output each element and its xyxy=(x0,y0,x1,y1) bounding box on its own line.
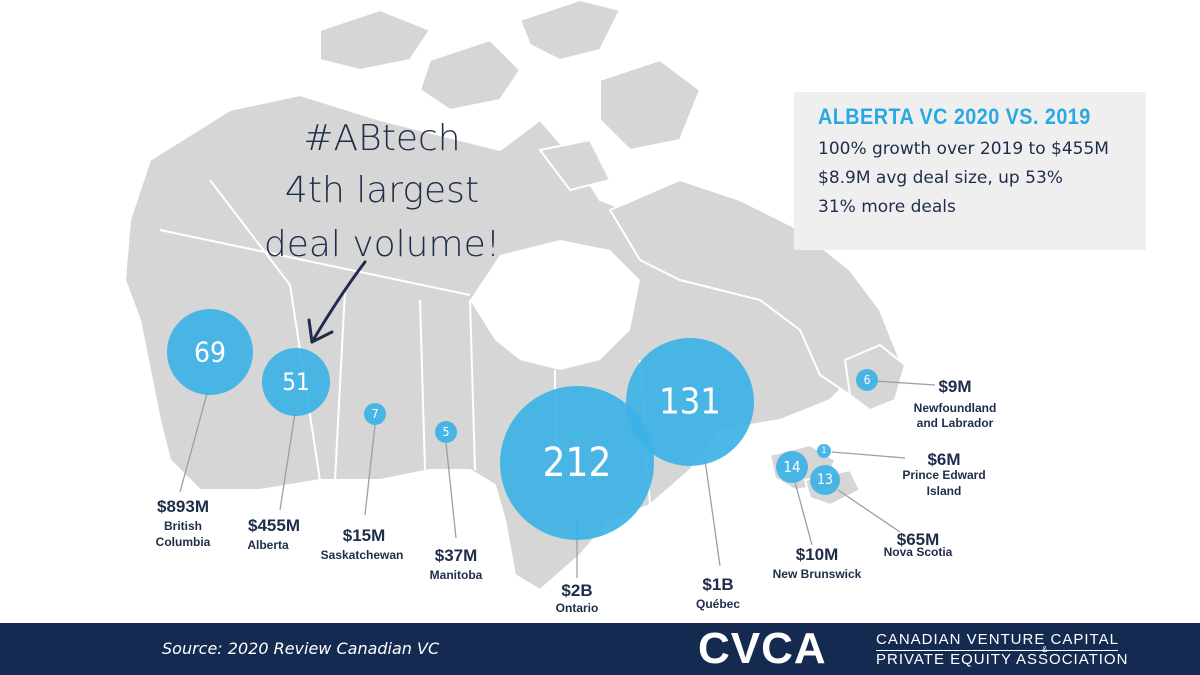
logo-divider xyxy=(876,650,1118,651)
name-quebec: Québec xyxy=(696,597,740,611)
bubble-pei xyxy=(817,444,831,458)
amount-newfoundland: $9M xyxy=(938,377,971,396)
annotation-arrow xyxy=(307,260,367,344)
source-citation: Source: 2020 Review Canadian VC xyxy=(162,639,440,658)
name-manitoba: Manitoba xyxy=(430,568,483,582)
bubble-new-brunswick xyxy=(776,451,808,483)
bubble-ontario xyxy=(500,386,654,540)
leader-lines xyxy=(179,380,936,578)
bubble-quebec xyxy=(626,338,754,466)
name-ontario: Ontario xyxy=(556,601,599,615)
deal-counts: 69 51 7 5 212 131 14 13 1 6 xyxy=(194,336,871,489)
deals-alberta: 51 xyxy=(282,368,309,396)
amount-manitoba: $37M xyxy=(435,546,478,565)
name-nova-scotia: Nova Scotia xyxy=(884,545,953,559)
logo-line-1: CANADIAN VENTURE CAPITAL xyxy=(876,631,1119,648)
amount-new-brunswick: $10M xyxy=(796,545,839,564)
deal-bubbles xyxy=(167,309,878,540)
amount-alberta: $455M xyxy=(248,516,300,535)
bubble-newfoundland xyxy=(856,369,878,391)
province-labels: $893M British Columbia $455M Alberta $15… xyxy=(156,377,997,615)
bubble-alberta xyxy=(262,348,330,416)
deals-new-brunswick: 14 xyxy=(783,458,800,476)
deals-quebec: 131 xyxy=(659,382,721,423)
bubble-nova-scotia xyxy=(810,465,840,495)
amount-ontario: $2B xyxy=(561,581,592,600)
deals-manitoba: 5 xyxy=(443,425,450,439)
name-alberta: Alberta xyxy=(247,538,289,552)
summary-title: ALBERTA VC 2020 VS. 2019 xyxy=(818,104,1091,129)
deals-newfoundland: 6 xyxy=(864,373,871,387)
amount-quebec: $1B xyxy=(702,575,733,594)
name-british-columbia-2: Columbia xyxy=(156,535,211,549)
footer-bar: Source: 2020 Review Canadian VC CVCA CAN… xyxy=(0,623,1200,675)
amount-pei: $6M xyxy=(927,450,960,469)
alberta-summary-box: ALBERTA VC 2020 VS. 2019 100% growth ove… xyxy=(794,92,1146,250)
logo-wordmark: CVCA xyxy=(698,624,827,673)
annotation-line-2: 4th largest xyxy=(285,170,479,211)
name-new-brunswick: New Brunswick xyxy=(773,567,862,581)
logo-line-2: PRIVATE EQUITY ASSOCIATION xyxy=(876,651,1129,668)
deals-nova-scotia: 13 xyxy=(817,472,833,488)
deals-british-columbia: 69 xyxy=(194,336,226,369)
summary-line-deal-count: 31% more deals xyxy=(818,197,956,217)
amount-saskatchewan: $15M xyxy=(343,526,386,545)
name-pei-2: Island xyxy=(927,484,962,498)
deals-pei: 1 xyxy=(821,446,826,456)
name-saskatchewan: Saskatchewan xyxy=(321,548,404,562)
annotation-line-3: deal volume! xyxy=(264,224,500,265)
bubble-british-columbia xyxy=(167,309,253,395)
bubble-saskatchewan xyxy=(364,403,386,425)
amount-british-columbia: $893M xyxy=(157,497,209,516)
name-newfoundland-1: Newfoundland xyxy=(914,401,997,415)
hudson-bay xyxy=(470,240,640,370)
deals-ontario: 212 xyxy=(543,440,612,486)
logo-ampersand: & xyxy=(1042,645,1048,654)
name-newfoundland-2: and Labrador xyxy=(917,416,994,430)
amount-nova-scotia: $65M xyxy=(897,530,940,549)
annotation-line-1: #ABtech xyxy=(303,118,460,159)
summary-line-deal-size: $8.9M avg deal size, up 53% xyxy=(818,168,1063,188)
summary-line-growth: 100% growth over 2019 to $455M xyxy=(818,139,1109,159)
deals-saskatchewan: 7 xyxy=(372,407,379,421)
bubble-manitoba xyxy=(435,421,457,443)
name-pei-1: Prince Edward xyxy=(902,468,985,482)
name-british-columbia-1: British xyxy=(164,519,202,533)
